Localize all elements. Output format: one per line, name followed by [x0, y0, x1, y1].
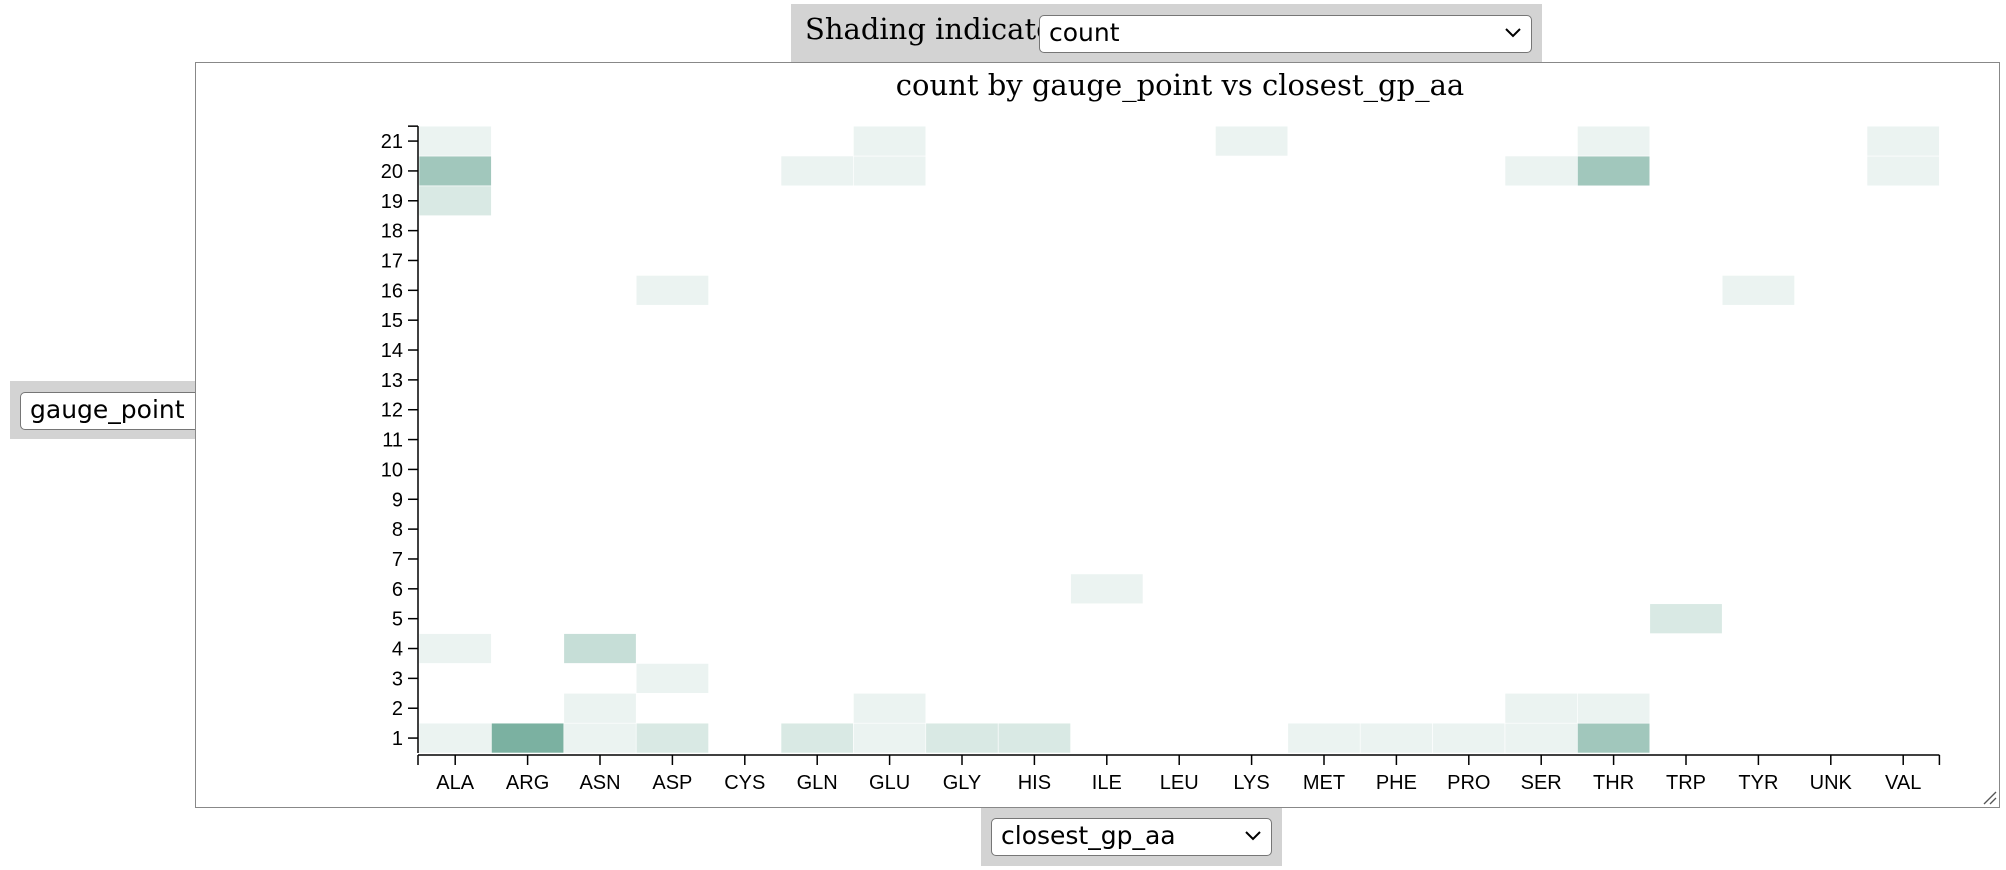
y-tick-label: 14: [381, 340, 403, 362]
heatmap-cells: [418, 125, 1940, 754]
heatmap-cell: [925, 722, 999, 754]
y-tick-label: 2: [392, 698, 403, 720]
heatmap-cell: [1215, 125, 1289, 157]
x-tick-label: ILE: [1092, 772, 1122, 794]
heatmap-cell: [418, 185, 492, 216]
x-tick-label: THR: [1593, 772, 1634, 794]
heatmap-cell: [1504, 692, 1578, 724]
heatmap-cell: [418, 155, 492, 187]
x-tick-label: UNK: [1810, 772, 1853, 794]
x-tick-label: GLU: [869, 772, 910, 794]
heatmap-cell: [1504, 722, 1578, 754]
x-tick-label: ARG: [506, 772, 549, 794]
heatmap-cell: [1432, 722, 1506, 754]
x-tick-label: PRO: [1447, 772, 1490, 794]
heatmap-cell: [1649, 603, 1723, 634]
x-axis-select-value: closest_gp_aa: [1001, 821, 1176, 850]
y-tick-label: 5: [392, 609, 403, 631]
y-tick-label: 8: [392, 519, 403, 541]
heatmap-cell: [1577, 722, 1651, 754]
heatmap-cell: [1721, 275, 1795, 306]
shading-control: Shading indicates: count: [791, 4, 1542, 62]
heatmap-cell: [1287, 722, 1361, 754]
x-tick-label: TRP: [1666, 772, 1706, 794]
y-tick-label: 20: [381, 161, 403, 183]
heatmap-cell: [563, 633, 637, 664]
y-tick-label: 15: [381, 310, 403, 332]
y-tick-label: 4: [392, 639, 403, 661]
resize-handle-icon[interactable]: [1981, 789, 1997, 805]
heatmap-cell: [418, 722, 492, 754]
chevron-down-icon: [1245, 831, 1261, 841]
heatmap-cell: [780, 155, 854, 187]
heatmap-cell: [853, 155, 927, 187]
heatmap-cell: [1070, 573, 1144, 605]
x-tick-label: GLN: [797, 772, 838, 794]
heatmap-cell: [1504, 155, 1578, 187]
heatmap-cell: [1866, 125, 1940, 157]
chevron-down-icon: [1505, 28, 1521, 38]
y-tick-label: 6: [392, 579, 403, 601]
x-tick-label: ASN: [579, 772, 620, 794]
heatmap-cell: [853, 722, 927, 754]
heatmap-cell: [780, 722, 854, 754]
y-tick-label: 3: [392, 668, 403, 690]
heatmap-cell: [635, 663, 709, 694]
y-tick-label: 17: [381, 250, 403, 272]
heatmap-cell: [418, 633, 492, 664]
x-tick-label: HIS: [1018, 772, 1051, 794]
y-tick-label: 21: [381, 131, 403, 153]
heatmap-cell: [563, 722, 637, 754]
x-tick-label: CYS: [724, 772, 765, 794]
x-tick-label: PHE: [1376, 772, 1417, 794]
x-tick-label: SER: [1521, 772, 1562, 794]
y-tick-label: 11: [382, 430, 403, 452]
y-tick-label: 12: [381, 400, 403, 422]
y-tick-label: 16: [381, 280, 403, 302]
x-tick-label: GLY: [943, 772, 982, 794]
heatmap-cell: [853, 125, 927, 157]
y-tick-label: 10: [381, 459, 403, 481]
y-tick-label: 9: [392, 489, 403, 511]
heatmap-cell: [1577, 692, 1651, 724]
x-axis-select[interactable]: closest_gp_aa: [991, 818, 1272, 856]
shading-label: Shading indicates:: [805, 12, 1078, 46]
heatmap-cell: [418, 125, 492, 157]
heatmap-cell: [1359, 722, 1433, 754]
heatmap-cell: [635, 722, 709, 754]
x-tick-label: LYS: [1233, 772, 1269, 794]
y-axis-select-value: gauge_point: [30, 395, 185, 424]
y-tick-label: 18: [381, 221, 403, 243]
heatmap-cell: [1577, 155, 1651, 187]
heatmap-cell: [1577, 125, 1651, 157]
y-tick-label: 7: [392, 549, 403, 571]
heatmap-cell: [997, 722, 1071, 754]
heatmap-cell: [563, 692, 637, 724]
y-tick-label: 13: [381, 370, 403, 392]
heatmap-cell: [491, 722, 565, 754]
x-tick-label: VAL: [1885, 772, 1921, 794]
x-axis-control: closest_gp_aa: [981, 808, 1282, 866]
x-tick-label: ASP: [652, 772, 692, 794]
x-tick-label: ALA: [436, 772, 474, 794]
x-tick-label: MET: [1303, 772, 1345, 794]
heatmap-chart: count by gauge_point vs closest_gp_aa 12…: [381, 68, 1941, 794]
heatmap-cell: [853, 692, 927, 724]
y-tick-label: 19: [381, 191, 403, 213]
x-tick-label: TYR: [1738, 772, 1778, 794]
y-tick-label: 1: [392, 728, 403, 750]
heatmap-cell: [1866, 155, 1940, 187]
shading-select-value: count: [1049, 18, 1120, 47]
shading-select[interactable]: count: [1039, 15, 1532, 53]
chart-title: count by gauge_point vs closest_gp_aa: [896, 68, 1464, 103]
heatmap-cell: [635, 275, 709, 306]
x-tick-label: LEU: [1160, 772, 1199, 794]
